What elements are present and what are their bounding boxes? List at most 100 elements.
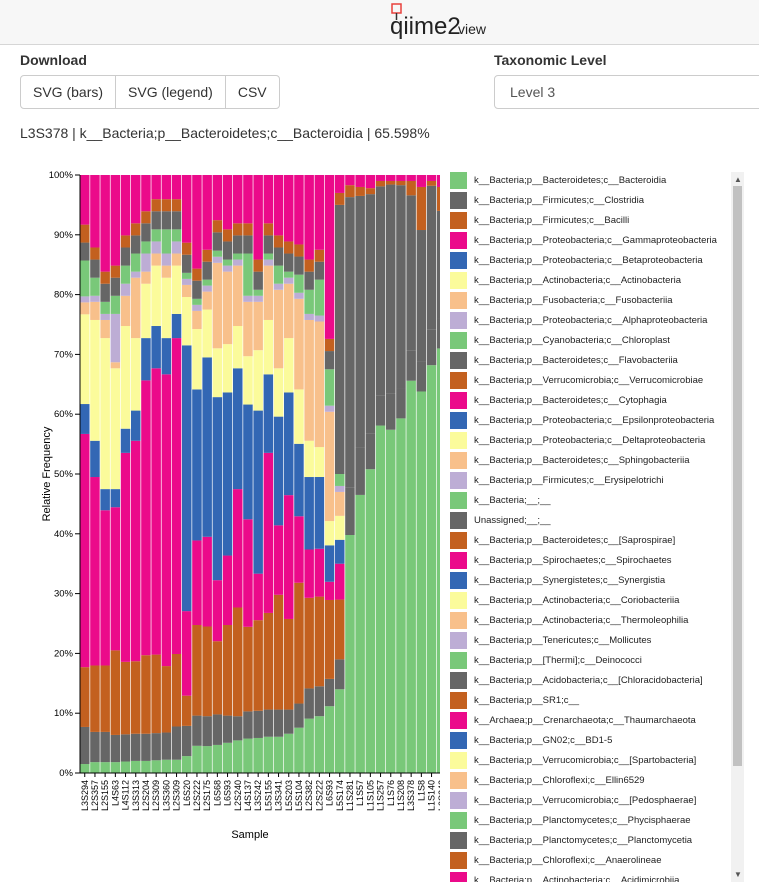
bar-segment-19-7[interactable] <box>273 283 284 290</box>
bar-segment-13-9[interactable] <box>212 232 223 251</box>
bar-segment-4-7[interactable] <box>120 283 131 296</box>
bar-segment-11-8[interactable] <box>192 298 202 305</box>
bar-segment-9-5[interactable] <box>171 265 182 314</box>
bar-segment-5-11[interactable] <box>131 175 141 224</box>
bar-segment-1-5[interactable] <box>90 319 100 441</box>
legend-item[interactable]: k__Bacteria;p__Firmicutes;c__Bacilli <box>449 210 739 230</box>
bar-segment-14-3[interactable] <box>222 555 233 626</box>
bar-segment-22-9[interactable] <box>304 271 314 290</box>
bar-segment-3-9[interactable] <box>110 277 121 296</box>
bar-segment-24-5[interactable] <box>324 521 335 546</box>
legend-item[interactable]: k__Bacteria;p__Verrucomicrobia;c__Verruc… <box>449 370 739 390</box>
bar-segment-15-0[interactable] <box>233 740 243 773</box>
bar-segment-17-0[interactable] <box>253 737 263 773</box>
bar-segment-32-10[interactable] <box>406 180 416 196</box>
bar-segment-8-10[interactable] <box>161 199 172 212</box>
bar-segment-11-10[interactable] <box>192 268 202 281</box>
bar-segment-15-8[interactable] <box>233 253 243 260</box>
bar-segment-18-2[interactable] <box>263 612 274 710</box>
bar-segment-5-8[interactable] <box>131 253 141 272</box>
bar-segment-10-10[interactable] <box>182 242 192 255</box>
legend-item[interactable]: k__Bacteria;p__Spirochaetes;c__Spirochae… <box>449 550 739 570</box>
bar-segment-3-3[interactable] <box>110 507 121 651</box>
bar-segment-19-4[interactable] <box>273 416 284 526</box>
bar-segment-28-0[interactable] <box>365 469 376 773</box>
bar-segment-23-8[interactable] <box>314 279 325 316</box>
bar-segment-19-11[interactable] <box>273 175 284 236</box>
bar-segment-23-0[interactable] <box>314 716 325 773</box>
bar-segment-10-4[interactable] <box>182 345 192 612</box>
bar-segment-20-11[interactable] <box>284 175 294 242</box>
legend-item[interactable]: k__Bacteria;p__[Thermi];c__Deinococci <box>449 650 739 670</box>
bar-segment-5-0[interactable] <box>131 760 141 773</box>
bar-segment-31-1[interactable] <box>396 388 406 419</box>
bar-segment-33-10[interactable] <box>416 186 427 231</box>
bar-segment-30-10[interactable] <box>386 180 396 185</box>
bar-segment-16-6[interactable] <box>243 301 253 357</box>
bar-segment-11-9[interactable] <box>192 280 202 299</box>
bar-segment-19-2[interactable] <box>273 594 284 710</box>
bar-segment-8-4[interactable] <box>161 338 172 375</box>
bar-segment-9-10[interactable] <box>171 199 182 212</box>
bar-segment-16-9[interactable] <box>243 235 253 254</box>
bar-segment-22-4[interactable] <box>304 477 314 550</box>
bar-segment-26-10[interactable] <box>345 185 355 198</box>
legend-item[interactable]: k__Bacteria;p__GN02;c__BD1-5 <box>449 730 739 750</box>
taxonomic-level-select[interactable]: Level 3 <box>494 75 759 109</box>
bar-segment-15-5[interactable] <box>233 326 243 369</box>
legend-item[interactable]: k__Bacteria;p__SR1;c__ <box>449 690 739 710</box>
bar-segment-12-1[interactable] <box>202 716 212 747</box>
bar-segment-9-11[interactable] <box>171 175 182 200</box>
bar-segment-18-9[interactable] <box>263 235 274 254</box>
bar-segment-24-1[interactable] <box>324 678 335 707</box>
bar-segment-21-11[interactable] <box>294 175 304 245</box>
bar-segment-1-4[interactable] <box>90 440 100 478</box>
legend-item[interactable]: k__Bacteria;p__Actinobacteria;c__Thermol… <box>449 610 739 630</box>
bar-segment-17-3[interactable] <box>253 573 263 621</box>
legend-item[interactable]: k__Bacteria;__;__ <box>449 490 739 510</box>
bar-segment-15-6[interactable] <box>233 265 243 327</box>
bar-segment-30-0[interactable] <box>386 429 396 773</box>
bar-segment-29-9[interactable] <box>375 186 386 396</box>
legend-item[interactable]: k__Bacteria;p__Proteobacteria;c__Gammapr… <box>449 230 739 250</box>
bar-segment-10-3[interactable] <box>182 611 192 696</box>
legend-item[interactable]: k__Bacteria;p__Bacteroidetes;c__Sphingob… <box>449 450 739 470</box>
bar-segment-6-1[interactable] <box>141 733 151 761</box>
bar-segment-14-2[interactable] <box>222 625 233 716</box>
bar-segment-16-11[interactable] <box>243 175 253 224</box>
bar-segment-19-0[interactable] <box>273 736 284 773</box>
legend-item[interactable]: k__Bacteria;p__Bacteroidetes;c__Cytophag… <box>449 390 739 410</box>
bar-segment-13-5[interactable] <box>212 348 223 398</box>
bar-segment-5-9[interactable] <box>131 235 141 254</box>
legend-item[interactable]: k__Bacteria;p__Bacteroidetes;c__Flavobac… <box>449 350 739 370</box>
bar-segment-9-3[interactable] <box>171 338 182 655</box>
bar-segment-35-10[interactable] <box>437 186 440 211</box>
bar-segment-20-8[interactable] <box>284 271 294 278</box>
bar-segment-24-7[interactable] <box>324 405 335 412</box>
bar-segment-3-11[interactable] <box>110 175 121 266</box>
bar-segment-18-6[interactable] <box>263 265 274 320</box>
bar-segment-11-1[interactable] <box>192 715 202 746</box>
bar-segment-21-0[interactable] <box>294 727 304 773</box>
bar-segment-26-11[interactable] <box>345 175 355 186</box>
bar-segment-6-5[interactable] <box>141 283 151 339</box>
bar-segment-4-4[interactable] <box>120 428 131 453</box>
bar-segment-25-2[interactable] <box>335 599 345 660</box>
bar-segment-2-1[interactable] <box>100 731 110 763</box>
bar-segment-15-7[interactable] <box>233 259 243 266</box>
bar-segment-7-9[interactable] <box>151 211 161 230</box>
legend-item[interactable]: k__Bacteria;p__Actinobacteria;c__Corioba… <box>449 590 739 610</box>
bar-segment-14-9[interactable] <box>222 241 233 260</box>
bar-segment-9-9[interactable] <box>171 211 182 230</box>
bar-segment-13-10[interactable] <box>212 220 223 233</box>
bar-segment-24-10[interactable] <box>324 338 335 352</box>
bar-segment-23-2[interactable] <box>314 596 325 687</box>
bar-segment-23-4[interactable] <box>314 476 325 549</box>
bar-segment-3-2[interactable] <box>110 650 121 735</box>
bar-segment-22-2[interactable] <box>304 597 314 689</box>
bar-segment-7-8[interactable] <box>151 229 161 242</box>
legend-item[interactable]: k__Bacteria;p__Bacteroidetes;c__[Saprosp… <box>449 530 739 550</box>
bar-segment-31-11[interactable] <box>396 175 406 181</box>
bar-segment-18-1[interactable] <box>263 709 274 737</box>
bar-segment-1-6[interactable] <box>90 301 100 320</box>
